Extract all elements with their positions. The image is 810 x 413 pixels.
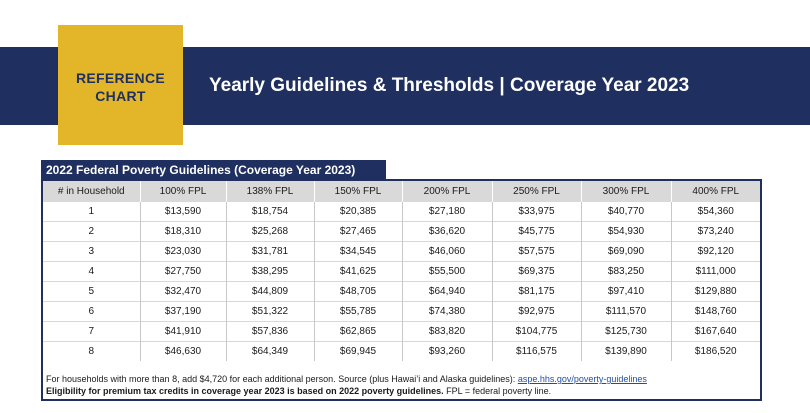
household-size-cell: 5	[43, 281, 140, 302]
table-row: 2 $18,310 $25,268 $27,465 $36,620 $45,775 $54,…	[43, 221, 760, 242]
reference-chart-badge: REFERENCE CHART	[58, 25, 183, 145]
income-threshold-cell: $167,640	[670, 321, 760, 342]
income-threshold-cell: $46,630	[139, 341, 226, 361]
income-threshold-cell: $54,930	[580, 221, 671, 242]
table-row: 6 $37,190 $51,322 $55,785 $74,380 $92,975 $111…	[43, 301, 760, 322]
badge-line-1: REFERENCE	[75, 70, 166, 86]
table-row: 4 $27,750 $38,295 $41,625 $55,500 $69,375 $83,…	[43, 261, 760, 282]
footnote-fpl-definition: FPL = federal poverty line.	[446, 386, 552, 396]
income-threshold-cell: $186,520	[670, 341, 760, 361]
footnote-source-text: For households with more than 8, add $4,…	[46, 374, 516, 384]
poverty-guidelines-link[interactable]: aspe.hhs.gov/poverty-guidelines	[517, 374, 647, 384]
poverty-guidelines-table: # in Household 100% FPL 138% FPL 150% FP…	[43, 181, 760, 361]
income-threshold-cell: $18,754	[225, 201, 314, 222]
income-threshold-cell: $69,090	[580, 241, 671, 262]
income-threshold-cell: $31,781	[225, 241, 314, 262]
income-threshold-cell: $44,809	[225, 281, 314, 302]
household-size-cell: 2	[43, 221, 140, 242]
column-header: # in Household	[43, 181, 140, 202]
income-threshold-cell: $57,836	[225, 321, 314, 342]
footnote-line-2: Eligibility for premium tax credits in c…	[46, 385, 647, 397]
income-threshold-cell: $23,030	[139, 241, 226, 262]
column-header: 100% FPL	[139, 181, 226, 202]
income-threshold-cell: $36,620	[401, 221, 492, 242]
income-threshold-cell: $111,000	[670, 261, 760, 282]
table-header-row: # in Household 100% FPL 138% FPL 150% FP…	[43, 181, 760, 202]
income-threshold-cell: $25,268	[225, 221, 314, 242]
income-threshold-cell: $32,470	[139, 281, 226, 302]
income-threshold-cell: $37,190	[139, 301, 226, 322]
income-threshold-cell: $34,545	[313, 241, 402, 262]
badge-line-2: CHART	[95, 88, 146, 104]
income-threshold-cell: $46,060	[401, 241, 492, 262]
income-threshold-cell: $83,250	[580, 261, 671, 282]
income-threshold-cell: $92,975	[491, 301, 581, 322]
household-size-cell: 7	[43, 321, 140, 342]
income-threshold-cell: $27,180	[401, 201, 492, 222]
income-threshold-cell: $18,310	[139, 221, 226, 242]
income-threshold-cell: $54,360	[670, 201, 760, 222]
household-size-cell: 3	[43, 241, 140, 262]
income-threshold-cell: $125,730	[580, 321, 671, 342]
income-threshold-cell: $38,295	[225, 261, 314, 282]
income-threshold-cell: $57,575	[491, 241, 581, 262]
income-threshold-cell: $27,465	[313, 221, 402, 242]
income-threshold-cell: $55,785	[313, 301, 402, 322]
income-threshold-cell: $69,945	[313, 341, 402, 361]
income-threshold-cell: $93,260	[401, 341, 492, 361]
income-threshold-cell: $62,865	[313, 321, 402, 342]
column-header: 138% FPL	[225, 181, 314, 202]
income-threshold-cell: $33,975	[491, 201, 581, 222]
income-threshold-cell: $27,750	[139, 261, 226, 282]
income-threshold-cell: $97,410	[580, 281, 671, 302]
table-row: 5 $32,470 $44,809 $48,705 $64,940 $81,175 $97,…	[43, 281, 760, 302]
income-threshold-cell: $64,940	[401, 281, 492, 302]
column-header: 250% FPL	[491, 181, 581, 202]
income-threshold-cell: $81,175	[491, 281, 581, 302]
income-threshold-cell: $69,375	[491, 261, 581, 282]
income-threshold-cell: $104,775	[491, 321, 581, 342]
income-threshold-cell: $13,590	[139, 201, 226, 222]
income-threshold-cell: $92,120	[670, 241, 760, 262]
income-threshold-cell: $73,240	[670, 221, 760, 242]
income-threshold-cell: $129,880	[670, 281, 760, 302]
income-threshold-cell: $55,500	[401, 261, 492, 282]
table-title: 2022 Federal Poverty Guidelines (Coverag…	[41, 160, 386, 181]
income-threshold-cell: $40,770	[580, 201, 671, 222]
table-row: 1 $13,590 $18,754 $20,385 $27,180 $33,975 $40,…	[43, 201, 760, 222]
income-threshold-cell: $45,775	[491, 221, 581, 242]
table-row: 7 $41,910 $57,836 $62,865 $83,820 $104,775 $12…	[43, 321, 760, 342]
income-threshold-cell: $148,760	[670, 301, 760, 322]
household-size-cell: 4	[43, 261, 140, 282]
income-threshold-cell: $20,385	[313, 201, 402, 222]
page-title: Yearly Guidelines & Thresholds | Coverag…	[209, 75, 690, 96]
column-header: 400% FPL	[670, 181, 760, 202]
table-row: 3 $23,030 $31,781 $34,545 $46,060 $57,575 $69,…	[43, 241, 760, 262]
income-threshold-cell: $51,322	[225, 301, 314, 322]
footnote-line-1: For households with more than 8, add $4,…	[46, 373, 647, 385]
income-threshold-cell: $116,575	[491, 341, 581, 361]
household-size-cell: 6	[43, 301, 140, 322]
income-threshold-cell: $48,705	[313, 281, 402, 302]
income-threshold-cell: $83,820	[401, 321, 492, 342]
poverty-guidelines-table-container: # in Household 100% FPL 138% FPL 150% FP…	[41, 179, 762, 401]
income-threshold-cell: $64,349	[225, 341, 314, 361]
household-size-cell: 1	[43, 201, 140, 222]
income-threshold-cell: $139,890	[580, 341, 671, 361]
income-threshold-cell: $111,570	[580, 301, 671, 322]
column-header: 300% FPL	[580, 181, 671, 202]
column-header: 150% FPL	[313, 181, 402, 202]
footnote-eligibility-text: Eligibility for premium tax credits in c…	[46, 386, 444, 396]
table-row: 8 $46,630 $64,349 $69,945 $93,260 $116,575 $13…	[43, 341, 760, 361]
household-size-cell: 8	[43, 341, 140, 361]
footnote: For households with more than 8, add $4,…	[46, 373, 647, 397]
income-threshold-cell: $41,910	[139, 321, 226, 342]
column-header: 200% FPL	[401, 181, 492, 202]
income-threshold-cell: $74,380	[401, 301, 492, 322]
income-threshold-cell: $41,625	[313, 261, 402, 282]
